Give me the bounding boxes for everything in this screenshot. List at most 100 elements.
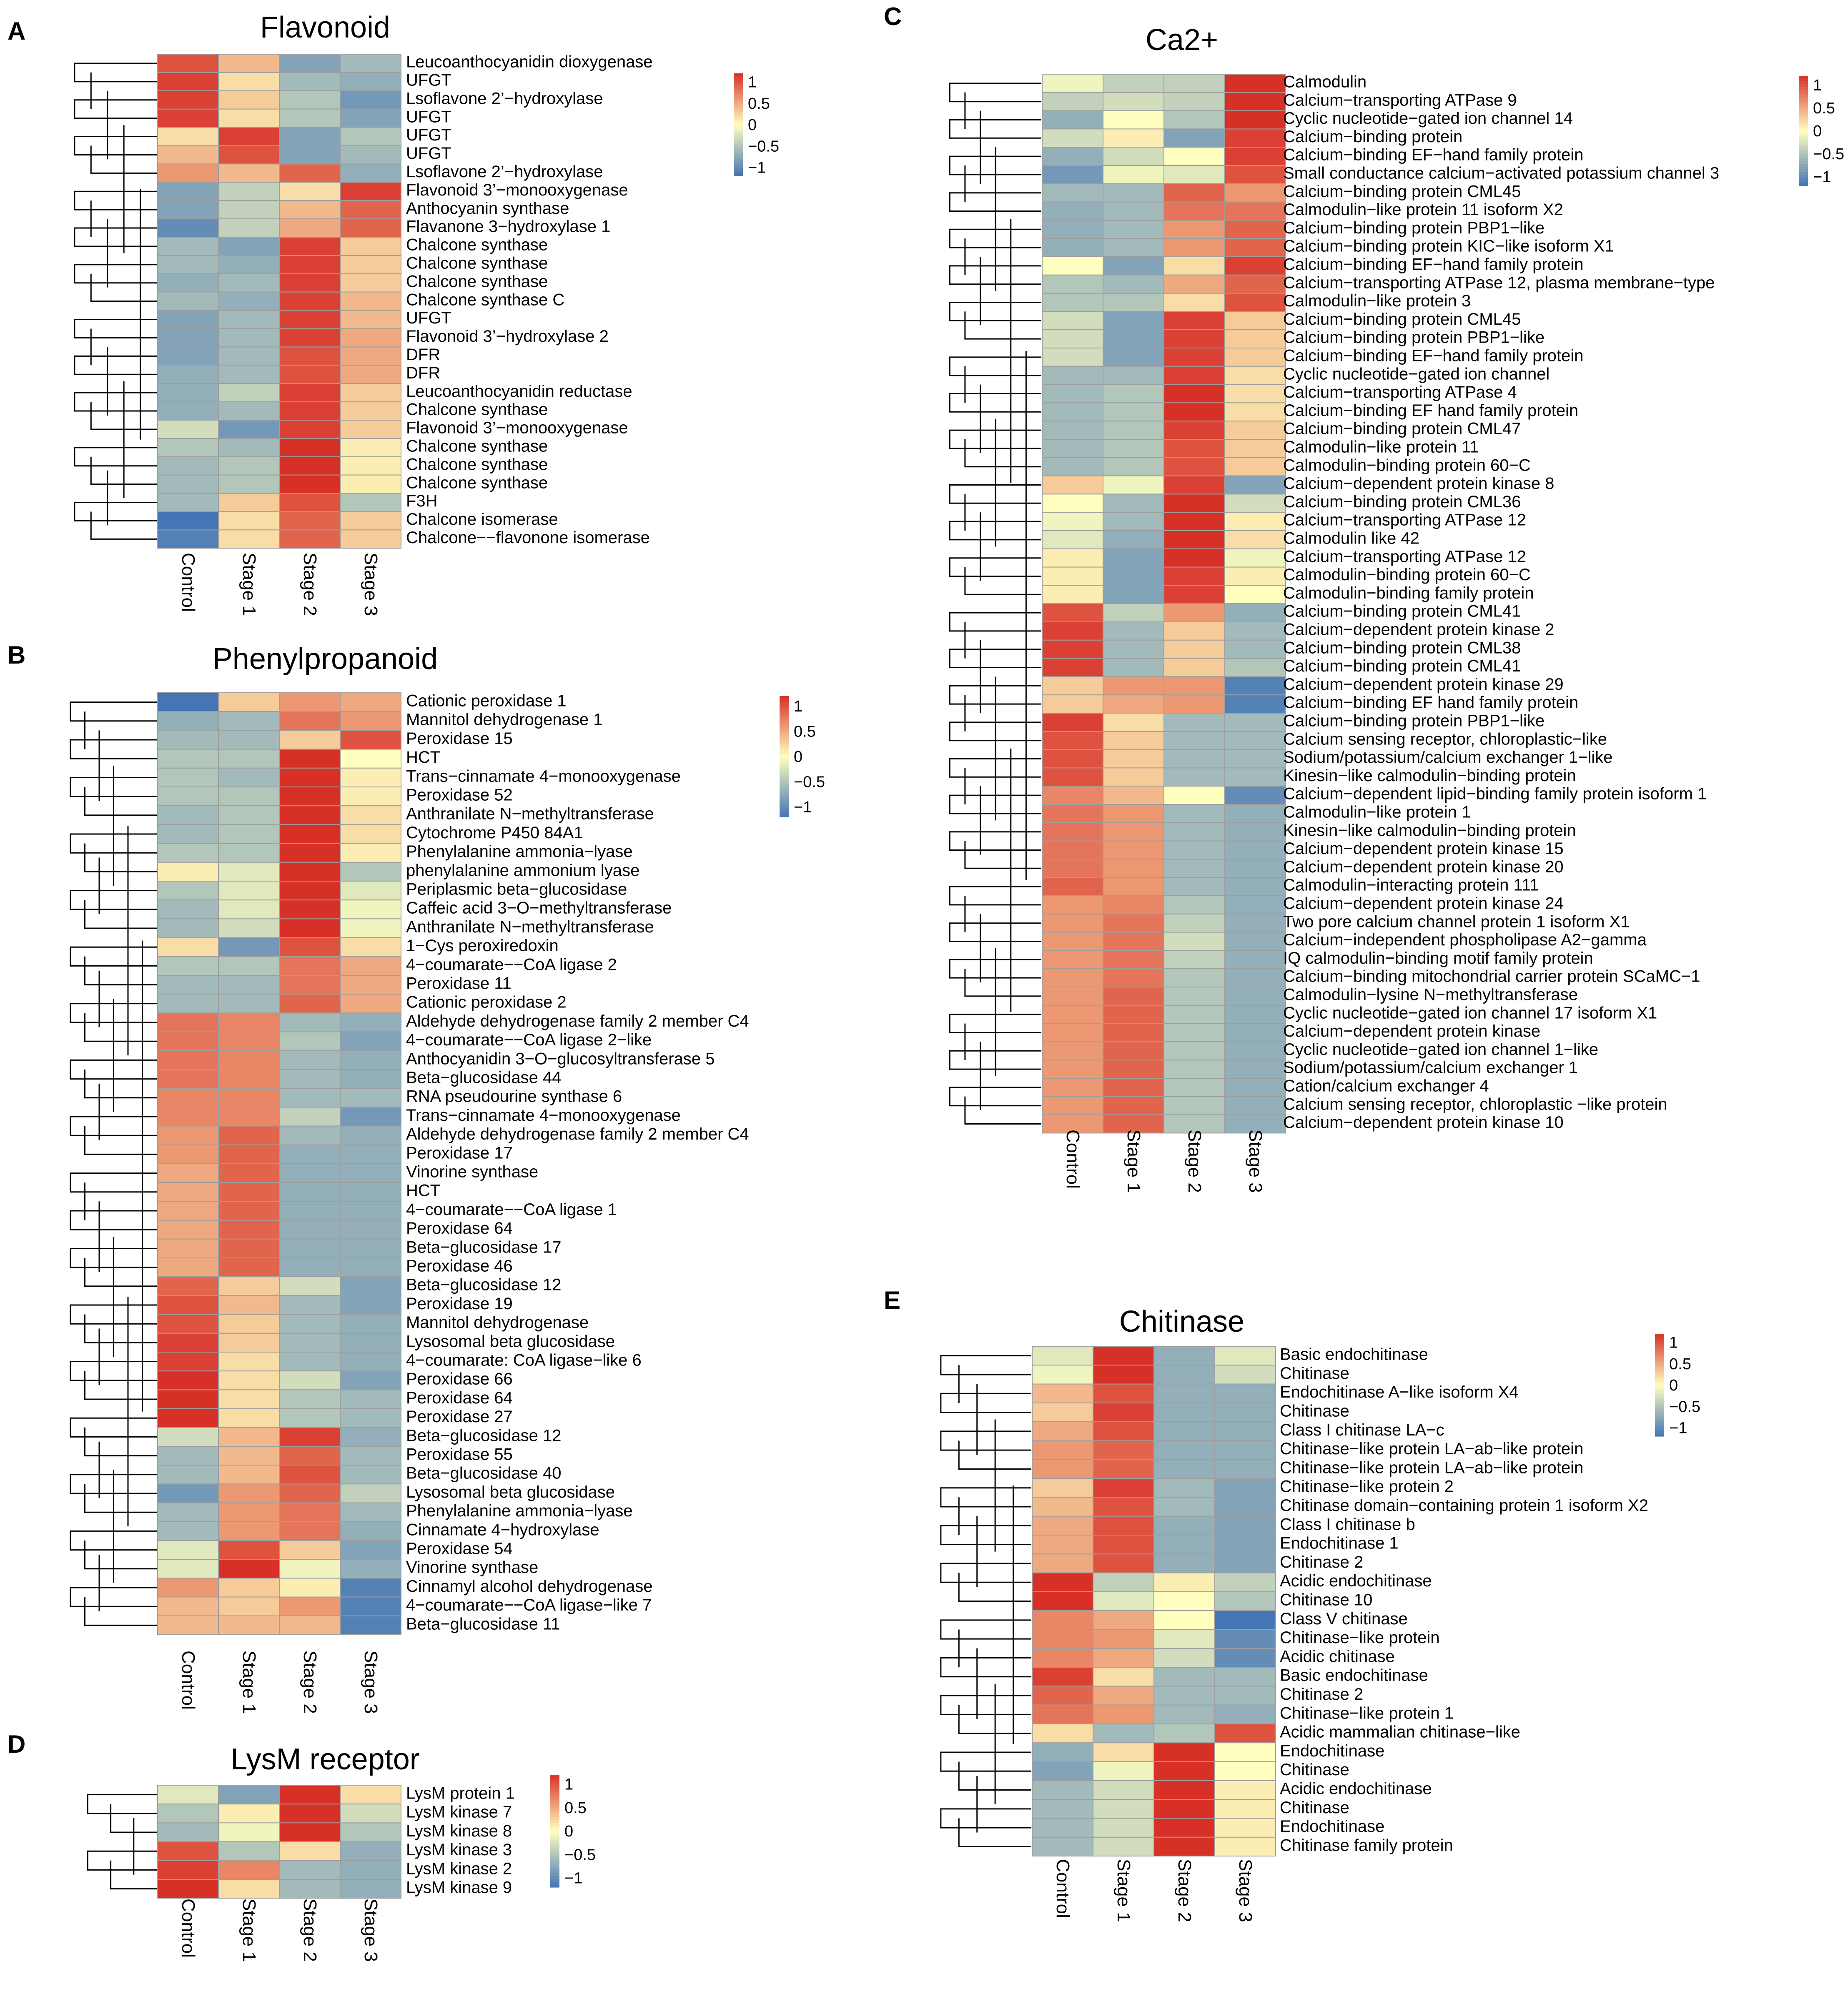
legend-color-step (1655, 1423, 1664, 1426)
heatmap-cell (1042, 585, 1103, 604)
heatmap-cell (1163, 165, 1225, 184)
heatmap-cell (1163, 421, 1225, 440)
heatmap-cell (218, 1389, 280, 1409)
heatmap-cell (279, 994, 341, 1014)
legend-color-step (1655, 1418, 1664, 1421)
heatmap-cell (1224, 530, 1286, 549)
dendrogram-branch (949, 557, 1041, 577)
heatmap-cell (279, 127, 341, 146)
heatmap-cell (1042, 968, 1103, 987)
heatmap-cell (157, 273, 219, 293)
heatmap-cell (1103, 457, 1164, 476)
legend-color-step (550, 1791, 559, 1795)
heatmap-cell (1214, 1346, 1276, 1366)
row-label: Cationic peroxidase 2 (406, 993, 567, 1012)
heatmap-cell (340, 200, 401, 220)
heatmap-cell (157, 881, 219, 901)
heatmap-cell (218, 1031, 280, 1051)
column-label: Control (1053, 1859, 1073, 1918)
legend-color-step (1655, 1431, 1664, 1434)
row-label: Beta−glucosidase 44 (406, 1069, 562, 1087)
row-label: Calmodulin−lysine N−methyltransferase (1283, 986, 1578, 1004)
heatmap-cell (218, 1088, 280, 1108)
legend-tick-label: 0.5 (794, 723, 816, 741)
row-label: Chitinase (1280, 1799, 1349, 1817)
heatmap-cell (1042, 1005, 1103, 1024)
heatmap-cell (279, 1822, 341, 1842)
legend-color-step (780, 744, 789, 748)
heatmap-cell (157, 493, 219, 512)
legend-color-step (1655, 1393, 1664, 1396)
row-label: Calcium−dependent protein kinase 15 (1283, 839, 1564, 858)
row-label: HCT (406, 1182, 440, 1200)
heatmap-cell (218, 1841, 280, 1861)
heatmap-cell (340, 1201, 401, 1221)
heatmap-cell (218, 1333, 280, 1353)
heatmap-cell (218, 456, 280, 476)
heatmap-cell (1032, 1553, 1093, 1573)
heatmap-cell (1153, 1686, 1215, 1706)
heatmap-cell (1103, 932, 1164, 951)
legend-color-step (1655, 1388, 1664, 1390)
heatmap-cell (1214, 1553, 1276, 1573)
heatmap-cell (1032, 1780, 1093, 1800)
heatmap-cell (1224, 366, 1286, 385)
row-label: Trans−cinnamate 4−monooxygenase (406, 1106, 681, 1125)
row-label: Calcium−binding protein PBP1−like (1283, 328, 1545, 347)
heatmap-cell (1093, 1836, 1154, 1857)
heatmap-cell (218, 1483, 280, 1503)
heatmap-cell (279, 493, 341, 512)
heatmap-cell (1042, 713, 1103, 732)
row-label: Trans−cinnamate 4−monooxygenase (406, 767, 681, 785)
legend-color-step (550, 1839, 559, 1843)
heatmap-cell (279, 1069, 341, 1089)
heatmap-cell (340, 474, 401, 494)
row-label: Calcium−dependent protein kinase 24 (1283, 894, 1564, 913)
heatmap-cell (1153, 1346, 1215, 1366)
heatmap-cell (340, 420, 401, 439)
legend-color-step (734, 86, 743, 89)
heatmap-cell (157, 1804, 219, 1824)
legend-tick-label: −1 (1669, 1420, 1687, 1437)
heatmap-cell (1224, 877, 1286, 896)
heatmap-cell (1153, 1535, 1215, 1555)
heatmap-cell (279, 1258, 341, 1278)
heatmap-cell (218, 255, 280, 274)
heatmap-cell (340, 1088, 401, 1108)
dendrogram-branch (70, 1172, 157, 1193)
heatmap-cell (340, 881, 401, 901)
heatmap-cell (340, 1615, 401, 1636)
heatmap-cell (218, 1785, 280, 1805)
heatmap-cell (340, 218, 401, 238)
row-label: Peroxidase 55 (406, 1445, 513, 1464)
heatmap-cell (340, 493, 401, 512)
heatmap-cell (1224, 421, 1286, 440)
row-label: Anthocyanin synthase (406, 199, 569, 218)
row-label: Chitinase 10 (1280, 1591, 1372, 1609)
row-label: LysM kinase 9 (406, 1879, 512, 1897)
legend-color-step (1799, 128, 1808, 131)
heatmap-cell (279, 1841, 341, 1861)
heatmap-cell (340, 1295, 401, 1315)
heatmap-cell (1224, 92, 1286, 111)
heatmap-cell (1224, 694, 1286, 714)
heatmap-cell (1032, 1742, 1093, 1762)
legend-color-step (780, 696, 789, 699)
heatmap-cell (157, 1427, 219, 1447)
heatmap-cell (1042, 859, 1103, 878)
heatmap-cell (340, 1427, 401, 1447)
heatmap-cell (218, 692, 280, 712)
heatmap-cell (157, 474, 219, 494)
row-label: Calmodulin (1283, 73, 1367, 91)
legend-color-step (1799, 114, 1808, 118)
heatmap-cell (1103, 713, 1164, 732)
row-label: Calmodulin−like protein 1 (1283, 803, 1471, 822)
legend-color-step (734, 109, 743, 112)
row-dendrogram (74, 63, 157, 540)
heatmap-cell (1214, 1610, 1276, 1630)
legend-color-step (780, 777, 789, 781)
heatmap-cell (340, 54, 401, 73)
heatmap-cell (340, 365, 401, 384)
heatmap-cell (1042, 128, 1103, 148)
heatmap-cell (340, 401, 401, 421)
